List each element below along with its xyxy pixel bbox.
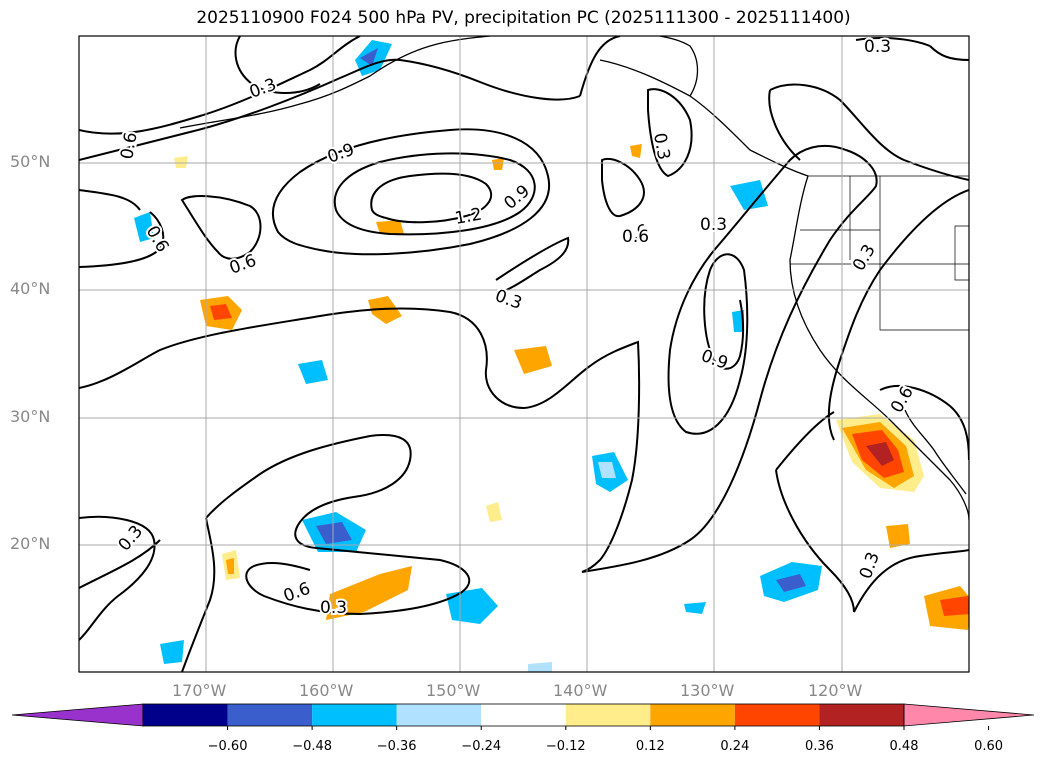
- colorbar-tick-label: −0.36: [376, 739, 417, 754]
- contour-label: 0.3: [700, 215, 727, 235]
- graticule: [79, 36, 969, 672]
- colorbar-tick-label: 0.36: [804, 739, 834, 754]
- precipitation-shading: [134, 40, 969, 672]
- lon-tick-label: 170°W: [172, 681, 227, 700]
- colorbar-tick-label: −0.12: [545, 739, 586, 754]
- colorbar-segment: [819, 704, 904, 726]
- colorbar-tick-label: 0.24: [720, 739, 750, 754]
- colorbar-tick-label: −0.48: [292, 739, 333, 754]
- colorbar-segment: [734, 704, 820, 726]
- contour-label: 0.6: [117, 131, 141, 161]
- lon-tick-label: 150°W: [426, 681, 481, 700]
- lat-tick-label: 30°N: [10, 407, 51, 426]
- colorbar-tick-label: 0.12: [635, 739, 665, 754]
- colorbar-segment: [481, 704, 566, 726]
- colorbar-tick-label: 0.48: [889, 739, 919, 754]
- colorbar-frame: [142, 703, 905, 727]
- colorbar-extend-high: [903, 703, 1035, 727]
- borders: [790, 175, 969, 331]
- lon-tick-label: 120°W: [808, 681, 863, 700]
- colorbar-segment: [565, 704, 651, 726]
- colorbar-segment: [312, 704, 397, 726]
- lon-tick-label: 130°W: [680, 681, 735, 700]
- lat-tick-label: 50°N: [10, 152, 51, 171]
- lon-tick-label: 140°W: [553, 681, 608, 700]
- colorbar-extend-low: [11, 703, 144, 727]
- colorbar-segment: [396, 704, 482, 726]
- contour-label: 0.6: [622, 227, 649, 247]
- figure-title: 2025110900 F024 500 hPa PV, precipitatio…: [196, 8, 851, 28]
- colorbar-tick-label: −0.24: [461, 739, 502, 754]
- lon-tick-label: 160°W: [299, 681, 354, 700]
- lat-tick-label: 20°N: [10, 534, 51, 553]
- colorbar-tick-label: −0.60: [207, 739, 248, 754]
- colorbar: [11, 703, 1035, 730]
- colorbar-segment: [650, 704, 735, 726]
- colorbar-segment: [227, 704, 313, 726]
- contour-label: 0.3: [864, 37, 891, 57]
- contour-label: 0.3: [320, 598, 347, 618]
- map-frame: [78, 35, 970, 673]
- pv-contours: [79, 36, 969, 672]
- coastlines: [179, 36, 969, 521]
- contour-label: 1.2: [453, 205, 483, 229]
- lat-tick-label: 40°N: [10, 279, 51, 298]
- colorbar-segment: [143, 704, 228, 726]
- colorbar-tick-label: 0.60: [974, 739, 1004, 754]
